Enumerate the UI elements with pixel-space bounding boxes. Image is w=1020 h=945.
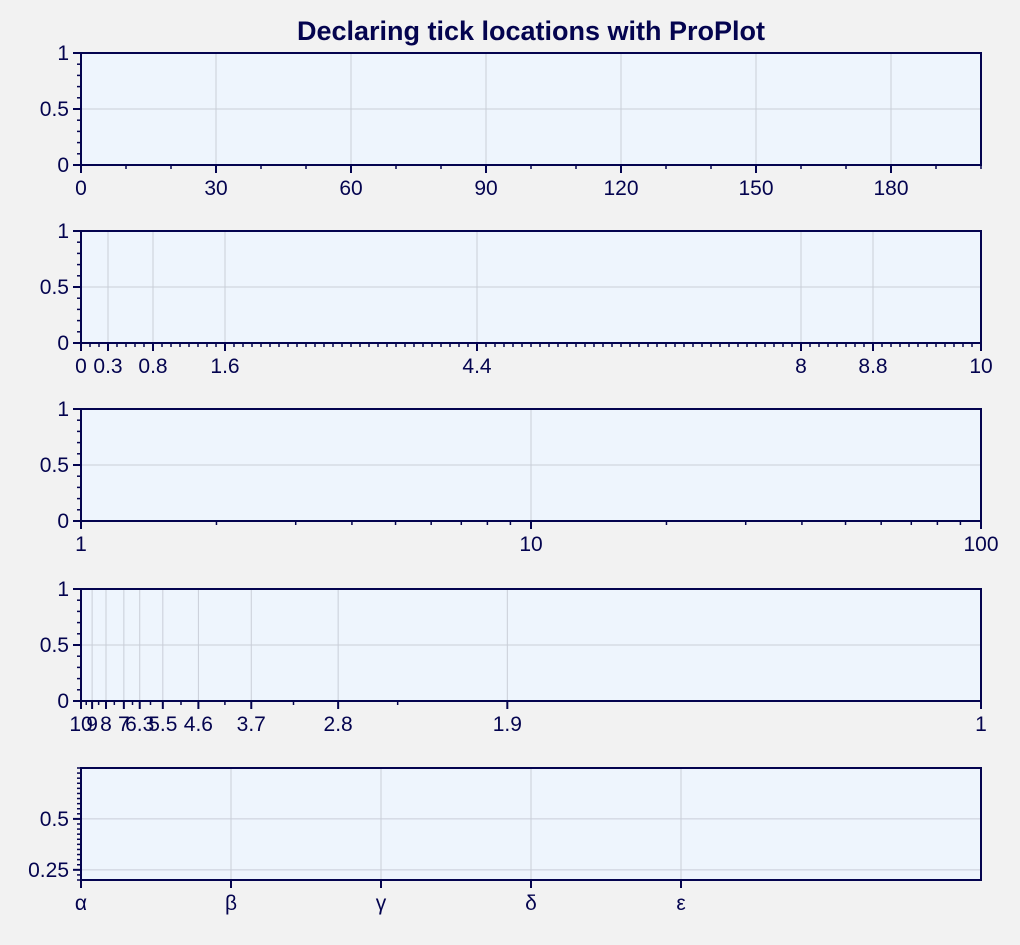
x-tick-label: δ bbox=[525, 892, 537, 915]
x-tick-label: 2.8 bbox=[324, 713, 353, 736]
panel-1: 0 30 60 90 120 150 180 0 0.5 1 bbox=[40, 42, 982, 200]
panel-5: α β γ δ ε 0.25 0.5 bbox=[28, 767, 982, 915]
x-tick-label: 6.3 bbox=[125, 713, 154, 736]
x-tick-label: 10 bbox=[519, 533, 542, 556]
x-tick-label: 90 bbox=[474, 177, 497, 200]
x-tick-label: 1.9 bbox=[493, 713, 522, 736]
x-tick-label: β bbox=[225, 892, 237, 915]
x-tick-label: 5.5 bbox=[148, 713, 177, 736]
y-tick-label: 0.5 bbox=[40, 276, 69, 299]
x-tick-label: 100 bbox=[963, 533, 998, 556]
y-tick-label: 0 bbox=[57, 510, 69, 533]
y-tick-label: 1 bbox=[57, 578, 69, 601]
x-tick-label: 1.6 bbox=[210, 355, 239, 378]
y-tick-label: 0.5 bbox=[40, 634, 69, 657]
x-tick-label: 10 bbox=[969, 355, 992, 378]
y-tick-label: 1 bbox=[57, 220, 69, 243]
x-tick-label: 120 bbox=[603, 177, 638, 200]
x-tick-label: 0 bbox=[75, 177, 87, 200]
figure-title: Declaring tick locations with ProPlot bbox=[297, 16, 765, 46]
x-tick-label: 0.8 bbox=[138, 355, 167, 378]
y-tick-label: 0.5 bbox=[40, 98, 69, 121]
x-tick-label: 1 bbox=[75, 533, 87, 556]
panel-4: 109 8 76.35.5 4.6 3.7 2.8 1.9 100.51 bbox=[40, 578, 987, 736]
x-tick-label: 4.4 bbox=[462, 355, 492, 378]
y-tick-label: 0 bbox=[57, 690, 69, 713]
y-tick-label: 0.5 bbox=[40, 808, 69, 831]
y-tick-label: 1 bbox=[57, 398, 69, 421]
x-tick-label: 7 bbox=[118, 713, 130, 736]
x-tick-label: 30 bbox=[204, 177, 227, 200]
x-tick-label: 0.3 bbox=[93, 355, 122, 378]
x-tick-label: 9 bbox=[86, 713, 98, 736]
x-tick-label: α bbox=[75, 892, 87, 915]
y-tick-label: 0.25 bbox=[28, 859, 69, 882]
y-tick-label: 1 bbox=[57, 42, 69, 65]
x-tick-label: 180 bbox=[873, 177, 908, 200]
x-tick-label: γ bbox=[376, 892, 387, 915]
x-tick-label: 1 bbox=[975, 713, 987, 736]
x-tick-label: 3.7 bbox=[237, 713, 266, 736]
x-tick-label: ε bbox=[676, 892, 685, 915]
panel-2: 0 0.3 0.8 1.6 4.4 8 8.8 10 0 0.5 1 bbox=[40, 220, 993, 378]
y-tick-label: 0 bbox=[57, 332, 69, 355]
x-tick-label: 8 bbox=[795, 355, 807, 378]
y-tick-label: 0 bbox=[57, 154, 69, 177]
x-tick-label: 10 bbox=[69, 713, 92, 736]
x-tick-label: 4.6 bbox=[184, 713, 213, 736]
x-tick-label: 8.8 bbox=[858, 355, 887, 378]
x-tick-label: 60 bbox=[339, 177, 362, 200]
x-tick-label: 150 bbox=[738, 177, 773, 200]
x-tick-label: 8 bbox=[100, 713, 112, 736]
y-tick-label: 0.5 bbox=[40, 454, 69, 477]
x-tick-label: 0 bbox=[75, 355, 87, 378]
panel-3: 1 10 100 0 0.5 1 bbox=[40, 398, 999, 556]
